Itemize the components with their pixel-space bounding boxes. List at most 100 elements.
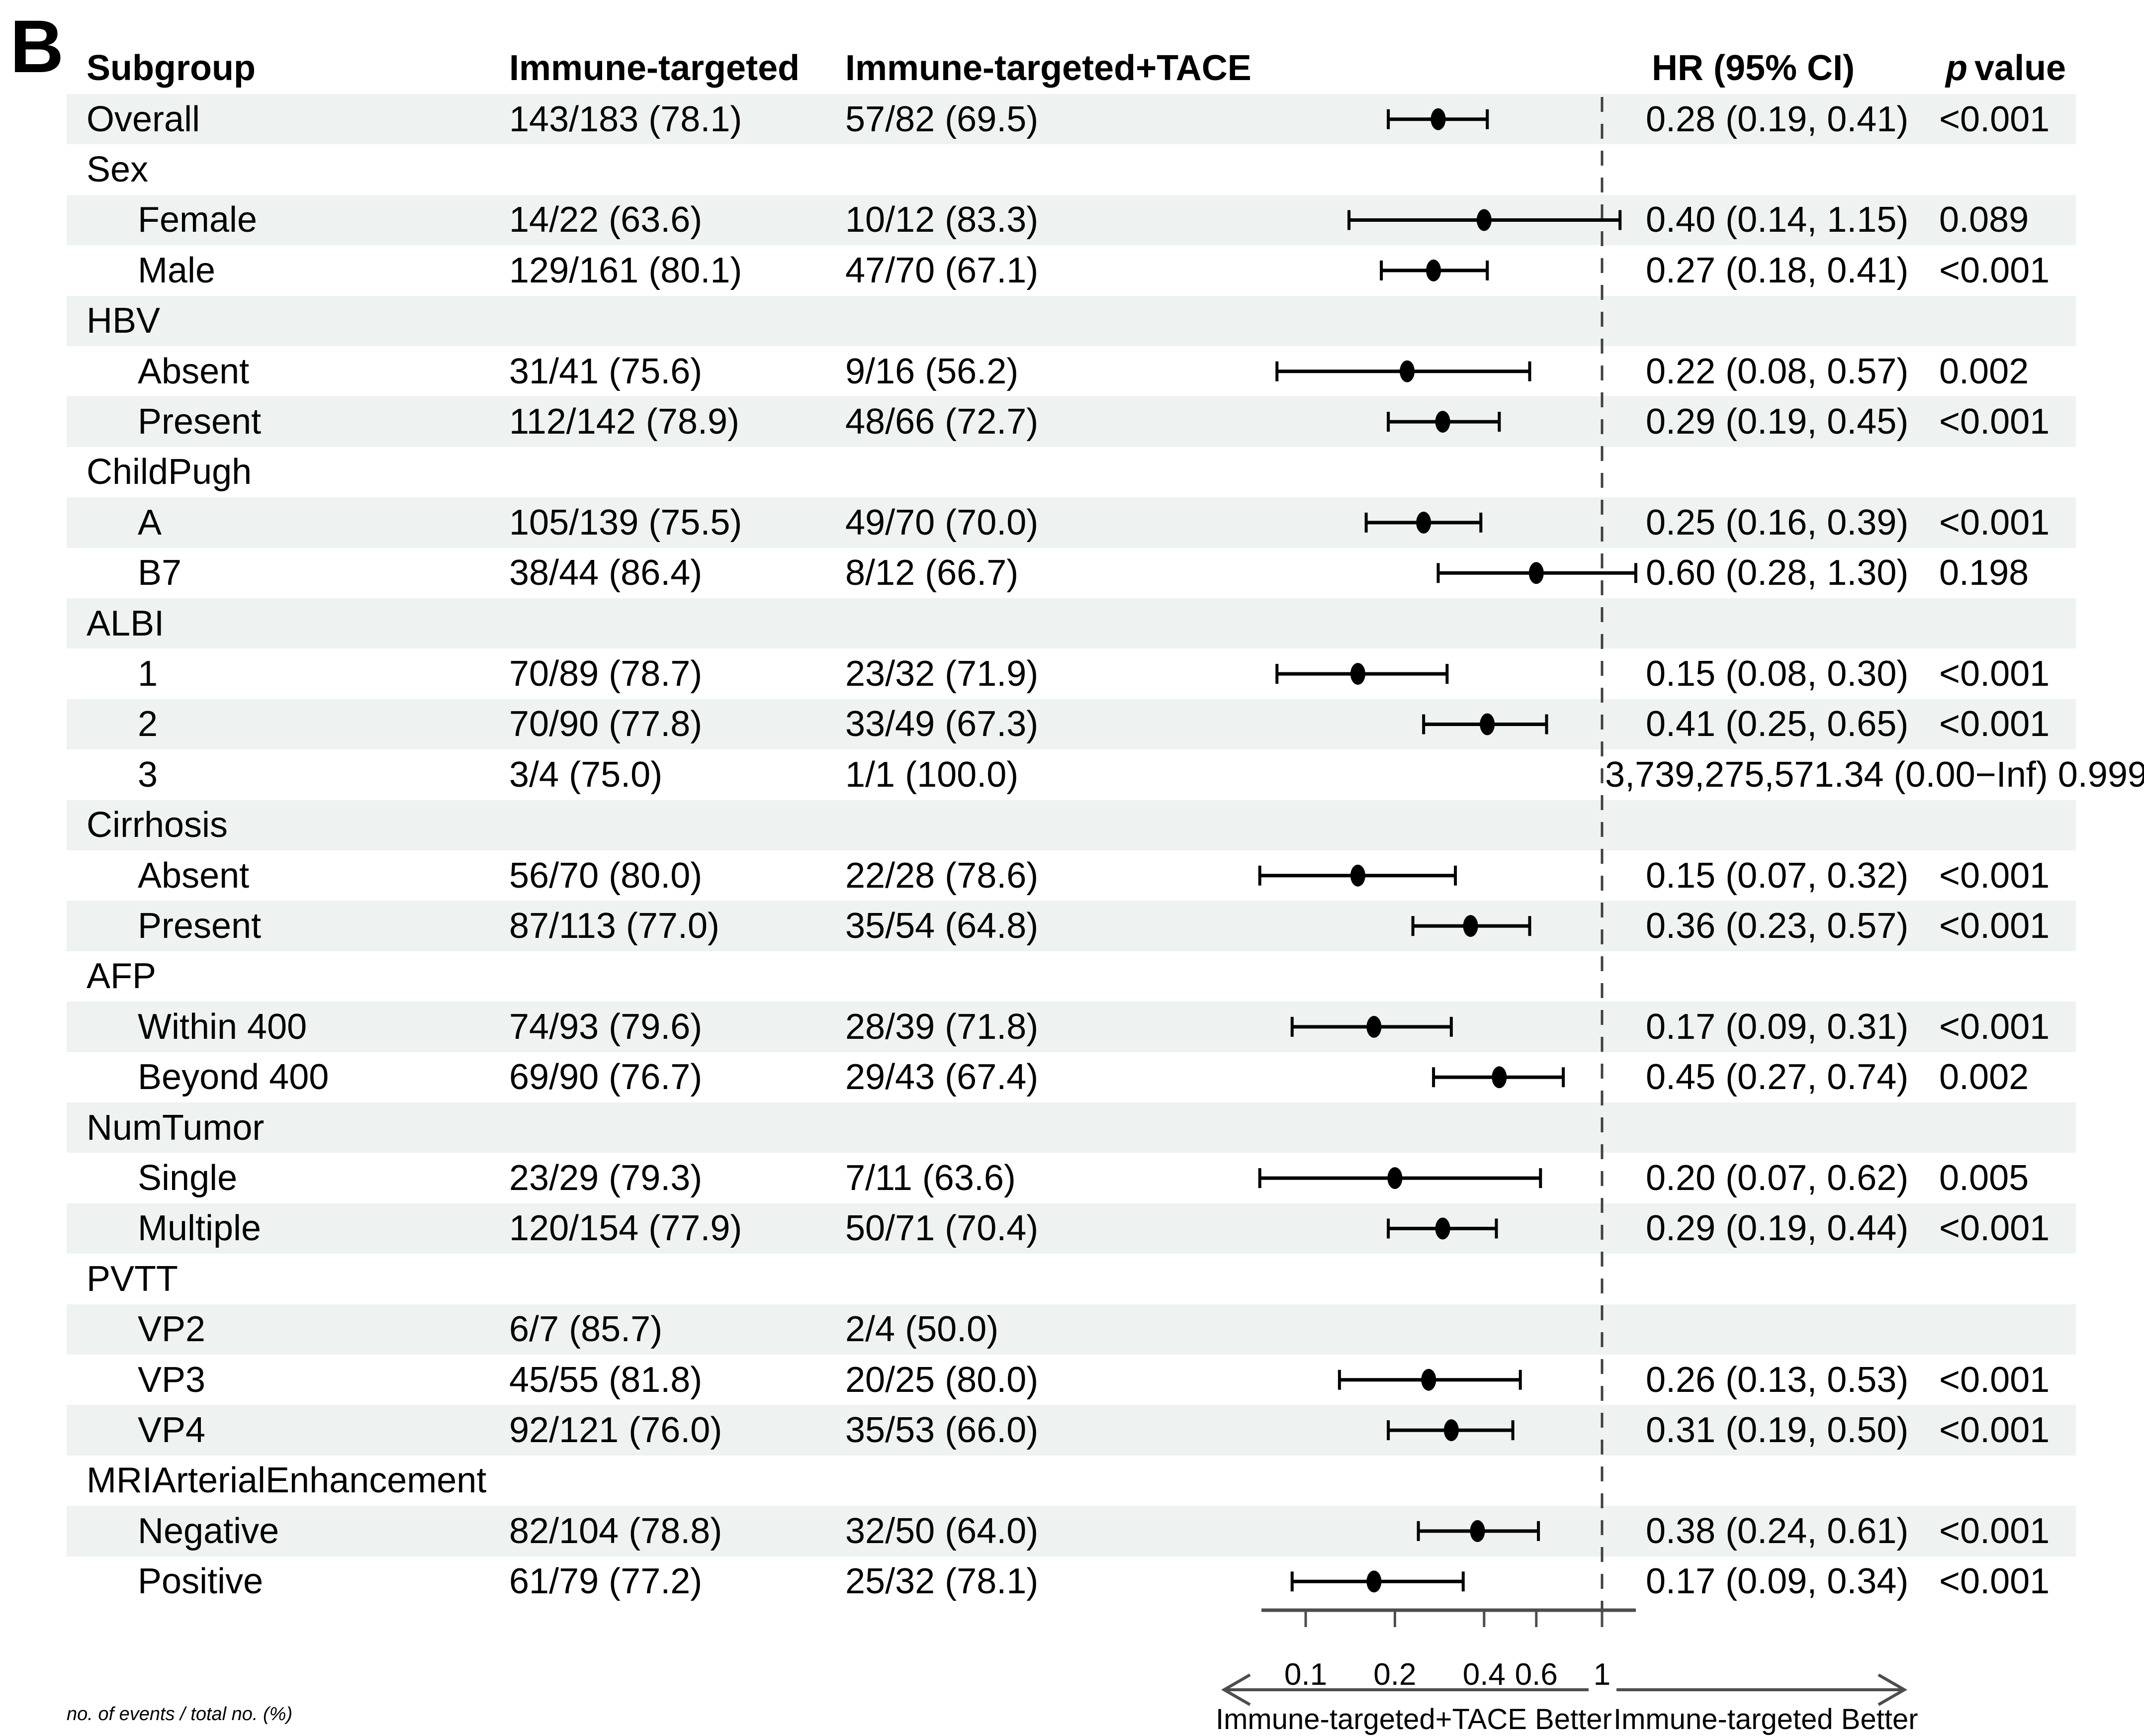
events-immune-targeted: 69/90 (76.7) xyxy=(509,1057,703,1097)
row-band xyxy=(67,396,2076,447)
subgroup-header-label: Cirrhosis xyxy=(87,805,228,845)
subgroup-label: Present xyxy=(138,402,262,442)
row-band xyxy=(67,1102,2076,1153)
table-row: 1 70/89 (78.7) 23/32 (71.9) 0.15 (0.08, 0.3… xyxy=(0,648,2144,699)
subgroup-label: Beyond 400 xyxy=(138,1057,329,1097)
table-row: VP2 6/7 (85.7) 2/4 (50.0) xyxy=(0,1304,2144,1355)
p-value: 0.002 xyxy=(1939,351,2029,391)
table-row: B7 38/44 (86.4) 8/12 (66.7) 0.60 (0.28, 1.3… xyxy=(0,548,2144,598)
subgroup-label: A xyxy=(138,502,162,543)
subgroup-label: Present xyxy=(138,906,262,946)
table-row: A 105/139 (75.5) 49/70 (70.0) 0.25 (0.16, 0… xyxy=(0,497,2144,548)
p-value: <0.001 xyxy=(1939,1006,2050,1047)
row-band xyxy=(67,1304,2076,1355)
table-row: 3 3/4 (75.0) 1/1 (100.0) 3,739,275,571.34 (… xyxy=(0,749,2144,800)
subgroup-label: Single xyxy=(138,1158,238,1198)
events-immune-targeted: 87/113 (77.0) xyxy=(509,906,719,946)
row-band xyxy=(67,800,2076,850)
p-value: 0.002 xyxy=(1939,1057,2029,1097)
table-row: VP4 92/121 (76.0) 35/53 (66.0) 0.31 (0.19, … xyxy=(0,1405,2144,1456)
subgroup-label: Male xyxy=(138,250,216,290)
hr-ci-value: 0.26 (0.13, 0.53) xyxy=(1646,1360,1909,1400)
group-row: PVTT xyxy=(0,1254,2144,1304)
column-header-immune-targeted-tace: Immune-targeted+TACE xyxy=(845,48,1251,88)
row-band xyxy=(67,901,2076,951)
events-immune-targeted-tace: 32/50 (64.0) xyxy=(845,1511,1039,1551)
events-immune-targeted: 74/93 (79.6) xyxy=(509,1006,703,1047)
hr-ci-value: 0.60 (0.28, 1.30) xyxy=(1646,553,1909,593)
events-immune-targeted: 56/70 (80.0) xyxy=(509,855,703,896)
subgroup-label: 2 xyxy=(138,704,158,744)
column-header-hr-ci: HR (95% CI) xyxy=(1652,48,1855,88)
subgroup-label: VP3 xyxy=(138,1360,206,1400)
hr-ci-overflow-value: 3,739,275,571.34 (0.00−Inf) 0.999 xyxy=(1605,754,2144,795)
events-immune-targeted-tace: 47/70 (67.1) xyxy=(845,250,1039,290)
hr-ci-value: 0.29 (0.19, 0.45) xyxy=(1646,402,1909,442)
events-immune-targeted-tace: 8/12 (66.7) xyxy=(845,553,1019,593)
events-immune-targeted-tace: 2/4 (50.0) xyxy=(845,1309,999,1350)
table-row: Absent 31/41 (75.6) 9/16 (56.2) 0.22 (0.08,… xyxy=(0,346,2144,396)
events-immune-targeted-tace: 25/32 (78.1) xyxy=(845,1561,1039,1602)
events-immune-targeted: 14/22 (63.6) xyxy=(509,200,703,240)
hr-ci-value: 0.40 (0.14, 1.15) xyxy=(1646,200,1909,240)
table-row: Present 87/113 (77.0) 35/54 (64.8) 0.36 (0.… xyxy=(0,901,2144,951)
subgroup-label: VP2 xyxy=(138,1309,206,1350)
p-value: <0.001 xyxy=(1939,654,2050,694)
p-value: <0.001 xyxy=(1939,250,2050,290)
events-immune-targeted-tace: 1/1 (100.0) xyxy=(845,754,1019,795)
hr-ci-value: 0.28 (0.19, 0.41) xyxy=(1646,99,1909,139)
subgroup-header-label: MRIArterialEnhancement xyxy=(87,1461,487,1501)
events-immune-targeted-tace: 10/12 (83.3) xyxy=(845,200,1039,240)
events-immune-targeted-tace: 22/28 (78.6) xyxy=(845,855,1039,896)
subgroup-header-label: AFP xyxy=(87,956,157,997)
subgroup-header-label: PVTT xyxy=(87,1259,179,1299)
hr-ci-value: 0.27 (0.18, 0.41) xyxy=(1646,250,1909,290)
row-band xyxy=(67,497,2076,548)
subgroup-label: Within 400 xyxy=(138,1006,307,1047)
hr-ci-value: 0.36 (0.23, 0.57) xyxy=(1646,906,1909,946)
table-row: Multiple 120/154 (77.9) 50/71 (70.4) 0.29 (… xyxy=(0,1203,2144,1254)
right-arrow-label: Immune-targeted Better xyxy=(1613,1703,1918,1736)
events-immune-targeted: 112/142 (78.9) xyxy=(509,402,740,442)
row-band xyxy=(67,598,2076,649)
table-row: VP3 45/55 (81.8) 20/25 (80.0) 0.26 (0.13, 0… xyxy=(0,1355,2144,1405)
row-band xyxy=(67,194,2076,246)
events-immune-targeted: 70/89 (78.7) xyxy=(509,654,703,694)
events-immune-targeted: 70/90 (77.8) xyxy=(509,704,703,744)
hr-ci-value: 0.22 (0.08, 0.57) xyxy=(1646,351,1909,391)
table-row: 2 70/90 (77.8) 33/49 (67.3) 0.41 (0.25, 0.6… xyxy=(0,699,2144,750)
table-row: Positive 61/79 (77.2) 25/32 (78.1) 0.17 (0.… xyxy=(0,1556,2144,1607)
p-value: 0.089 xyxy=(1939,200,2029,240)
table-row: Single 23/29 (79.3) 7/11 (63.6) 0.20 (0.07,… xyxy=(0,1153,2144,1203)
p-value: 0.005 xyxy=(1939,1158,2029,1198)
hr-ci-value: 0.17 (0.09, 0.31) xyxy=(1646,1006,1909,1047)
events-immune-targeted: 61/79 (77.2) xyxy=(509,1561,703,1602)
p-value: <0.001 xyxy=(1939,1410,2050,1451)
p-value: <0.001 xyxy=(1939,906,2050,946)
p-value: <0.001 xyxy=(1939,99,2050,139)
subgroup-header-label: ALBI xyxy=(87,603,165,643)
table-row: Absent 56/70 (80.0) 22/28 (78.6) 0.15 (0.07… xyxy=(0,850,2144,901)
hr-ci-value: 0.15 (0.07, 0.32) xyxy=(1646,855,1909,896)
events-immune-targeted: 6/7 (85.7) xyxy=(509,1309,663,1350)
events-immune-targeted: 143/183 (78.1) xyxy=(509,99,742,139)
group-row: AFP xyxy=(0,951,2144,1002)
events-immune-targeted-tace: 35/53 (66.0) xyxy=(845,1410,1039,1451)
row-band xyxy=(67,699,2076,750)
events-immune-targeted-tace: 23/32 (71.9) xyxy=(845,654,1039,694)
table-row: Within 400 74/93 (79.6) 28/39 (71.8) 0.17 (… xyxy=(0,1002,2144,1052)
events-footnote: no. of events / total no. (%) xyxy=(67,1704,293,1725)
events-immune-targeted-tace: 48/66 (72.7) xyxy=(845,402,1039,442)
column-header-p-value: p value xyxy=(1946,48,2066,88)
p-value: 0.198 xyxy=(1939,553,2029,593)
row-band xyxy=(67,1203,2076,1254)
panel-label: B xyxy=(10,4,64,88)
group-row: NumTumor xyxy=(0,1102,2144,1153)
group-row: ALBI xyxy=(0,598,2144,649)
events-immune-targeted-tace: 20/25 (80.0) xyxy=(845,1360,1039,1400)
left-arrow-label: Immune-targeted+TACE Better xyxy=(1216,1703,1612,1736)
hr-ci-value: 0.15 (0.08, 0.30) xyxy=(1646,654,1909,694)
subgroup-label: VP4 xyxy=(138,1410,206,1451)
p-value: <0.001 xyxy=(1939,402,2050,442)
